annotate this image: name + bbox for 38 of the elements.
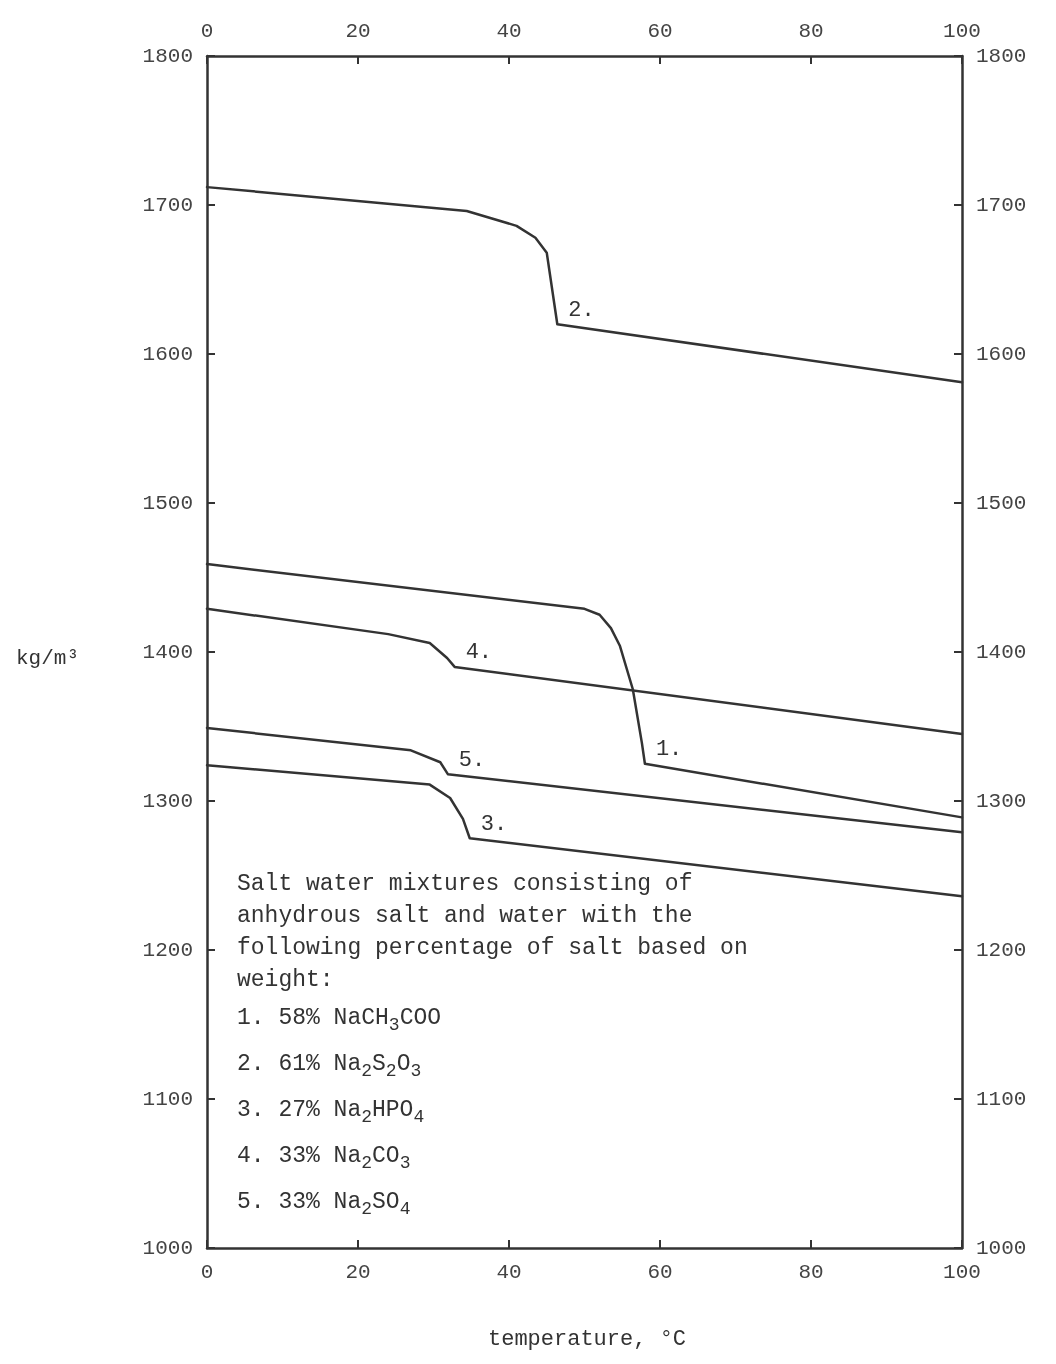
y-tick-label: 1200 [142,938,193,962]
x2-tick-label: 40 [496,20,522,43]
x-axis-title: temperature, °C [488,1326,687,1352]
x2-tick-label: 80 [798,20,824,43]
series-label: 1. [655,737,683,763]
y-tick-label: 1500 [142,491,193,515]
x2-tick-label: 20 [345,20,371,43]
x-tick-label: 60 [647,1261,673,1284]
y2-tick-label: 1800 [976,44,1027,68]
x-tick-label: 100 [943,1261,981,1284]
x-tick-label: 20 [345,1261,371,1284]
series-label: 4. [465,640,493,666]
y2-tick-label: 1100 [976,1087,1027,1111]
x-tick-label: 80 [798,1261,824,1284]
y2-tick-label: 1300 [976,789,1027,813]
x-tick-label: 0 [200,1261,214,1284]
y-tick-label: 1700 [142,193,193,217]
x-tick-label: 40 [496,1261,522,1284]
y2-tick-label: 1200 [976,938,1027,962]
y2-tick-label: 1500 [976,491,1027,515]
annotation: Salt water mixtures consisting of anhydrous salt and water with the following percentage of salt based on weight: [237,871,762,993]
series-label: 2. [568,297,595,323]
series-label: 3. [480,811,508,837]
y-axis-title: kg/m³ [16,647,80,670]
y-tick-label: 1100 [142,1087,193,1111]
x2-tick-label: 60 [647,20,673,43]
y-tick-label: 1800 [142,44,193,68]
series-label: 5. [458,747,486,773]
y2-tick-label: 1000 [976,1236,1027,1260]
y-tick-label: 1300 [142,789,193,813]
y-tick-label: 1000 [142,1236,193,1260]
y-tick-label: 1600 [142,342,193,366]
y-tick-label: 1400 [142,640,193,664]
x2-tick-label: 100 [943,20,981,43]
y2-tick-label: 1400 [976,640,1027,664]
y2-tick-label: 1700 [976,193,1027,217]
y2-tick-label: 1600 [976,342,1027,366]
x2-tick-label: 0 [200,20,214,43]
